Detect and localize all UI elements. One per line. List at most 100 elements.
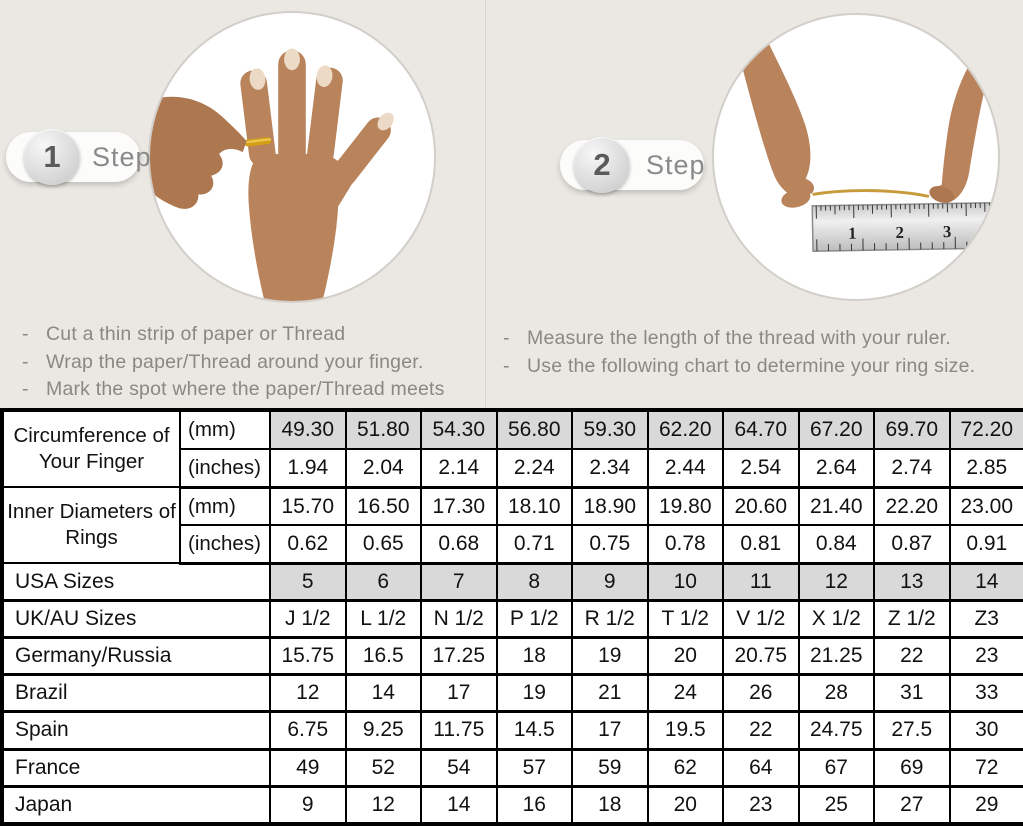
- instructions-section: 1 Step - Cut a thin strip of paper or Thr…: [0, 0, 1023, 408]
- size-value-cell: 8: [495, 562, 573, 603]
- size-value-cell: 21.40: [797, 486, 875, 527]
- ruler-number: 3: [943, 222, 952, 241]
- size-value-cell: 19.80: [646, 486, 724, 527]
- size-value-cell: 19.5: [646, 710, 724, 751]
- step1-badge: 1 Step: [6, 129, 151, 185]
- size-value-cell: 9: [269, 785, 347, 825]
- size-value-cell: 19: [571, 636, 649, 677]
- hand-palm: [248, 154, 339, 301]
- size-value-cell: 22.20: [873, 486, 951, 527]
- size-value-cell: 21: [571, 673, 649, 714]
- size-value-cell: J 1/2: [269, 599, 347, 640]
- size-value-cell: 2.44: [646, 448, 724, 489]
- size-value-cell: 72: [948, 747, 1023, 788]
- size-value-cell: 14: [344, 673, 422, 714]
- size-value-cell: 14.5: [495, 710, 573, 751]
- table-row: France 49 52 54 57 59 62 64 67 69 72: [1, 747, 1023, 788]
- instruction-text: Mark the spot where the paper/Thread mee…: [46, 378, 445, 400]
- size-value-cell: 51.80: [344, 408, 422, 451]
- instruction-dash: -: [22, 350, 29, 373]
- instruction-line: - Use the following chart to determine yo…: [503, 353, 1018, 381]
- size-value-cell: 12: [797, 562, 875, 603]
- size-value-cell: 0.75: [571, 524, 649, 565]
- gold-thread: [812, 189, 930, 198]
- size-value-cell: 0.81: [722, 524, 800, 565]
- instruction-dash: -: [503, 327, 510, 349]
- size-value-cell: 14: [420, 785, 498, 825]
- size-value-cell: 12: [344, 785, 422, 825]
- size-value-cell: 59.30: [571, 408, 649, 451]
- size-value-cell: 67.20: [797, 408, 875, 451]
- row-label: Brazil: [1, 673, 271, 714]
- step1-label: Step: [92, 141, 152, 172]
- size-value-cell: 17: [571, 710, 649, 751]
- size-value-cell: 33: [948, 673, 1023, 714]
- row-label: France: [1, 747, 271, 788]
- size-value-cell: Z3: [948, 599, 1023, 640]
- size-value-cell: 27.5: [873, 710, 951, 751]
- size-value-cell: 23: [948, 636, 1023, 677]
- table-row: (inches) 1.94 2.04 2.14 2.24 2.34 2.44 2.54 2.64…: [2, 448, 1023, 489]
- ruler-number: 1: [848, 224, 857, 243]
- size-value-cell: 52: [344, 747, 422, 788]
- size-value-cell: 23: [722, 785, 800, 825]
- size-value-cell: 31: [873, 673, 951, 714]
- size-value-cell: 24: [646, 673, 724, 714]
- size-value-cell: 54: [420, 747, 498, 788]
- size-value-cell: N 1/2: [420, 599, 498, 640]
- size-value-cell: 18: [495, 636, 573, 677]
- size-value-cell: 0.62: [269, 524, 347, 565]
- size-value-cell: 14: [948, 562, 1023, 603]
- thumbnail: [377, 112, 394, 131]
- hand-with-ring-illustration: [150, 48, 394, 301]
- table-row: Spain 6.75 9.25 11.75 14.5 17 19.5 22 24.75 27.5 3…: [1, 710, 1023, 751]
- size-value-cell: 16: [495, 785, 573, 825]
- size-value-cell: 20.75: [722, 636, 800, 677]
- table-row: Germany/Russia 15.75 16.5 17.25 18 19 20 20.75 2…: [1, 636, 1023, 677]
- size-value-cell: 5: [269, 562, 347, 603]
- size-value-cell: 22: [722, 710, 800, 751]
- left-hand: [727, 15, 815, 198]
- size-value-cell: 24.75: [797, 710, 875, 751]
- row-label: USA Sizes: [1, 562, 271, 603]
- right-thumb: [929, 185, 955, 203]
- size-value-cell: 2.24: [495, 448, 573, 489]
- size-value-cell: 0.87: [873, 524, 951, 565]
- size-value-cell: 23.00: [948, 486, 1023, 527]
- size-value-cell: 12: [269, 673, 347, 714]
- size-value-cell: 17: [420, 673, 498, 714]
- unit-label: (mm): [179, 408, 271, 451]
- size-value-cell: 10: [646, 562, 724, 603]
- table-row: Inner Diameters of Rings (mm) 15.70 16.50 17…: [1, 486, 1023, 565]
- size-value-cell: Z 1/2: [873, 599, 951, 640]
- instruction-dash: -: [22, 323, 29, 345]
- step1-number-circle: 1: [24, 129, 80, 185]
- size-value-cell: 67: [797, 747, 875, 788]
- size-value-cell: 20: [646, 785, 724, 825]
- size-value-cell: 2.85: [948, 448, 1023, 489]
- ruler-number: 2: [895, 223, 904, 242]
- size-value-cell: T 1/2: [646, 599, 724, 640]
- size-value-cell: 56.80: [495, 408, 573, 451]
- size-value-cell: 64: [722, 747, 800, 788]
- size-value-cell: 49: [269, 747, 347, 788]
- size-value-cell: 15.70: [269, 486, 347, 527]
- fingernail: [284, 48, 300, 71]
- row-group-label: Circumference of Your Finger: [1, 408, 181, 489]
- thumb-web: [325, 154, 356, 207]
- size-value-cell: 0.78: [646, 524, 724, 565]
- size-value-cell: 17.25: [420, 636, 498, 677]
- table-row: USA Sizes 5 6 7 8 9 10 11 12 13 14: [1, 562, 1023, 603]
- size-value-cell: 18: [571, 785, 649, 825]
- size-value-cell: 69.70: [873, 408, 951, 451]
- pointing-hand: [150, 96, 247, 209]
- size-value-cell: 1.94: [269, 448, 347, 489]
- size-value-cell: 20.60: [722, 486, 800, 527]
- size-value-cell: 15.75: [269, 636, 347, 677]
- size-value-cell: 0.84: [797, 524, 875, 565]
- size-value-cell: 11.75: [420, 710, 498, 751]
- size-value-cell: 16.50: [344, 486, 422, 527]
- size-value-cell: 69: [873, 747, 951, 788]
- size-value-cell: 22: [873, 636, 951, 677]
